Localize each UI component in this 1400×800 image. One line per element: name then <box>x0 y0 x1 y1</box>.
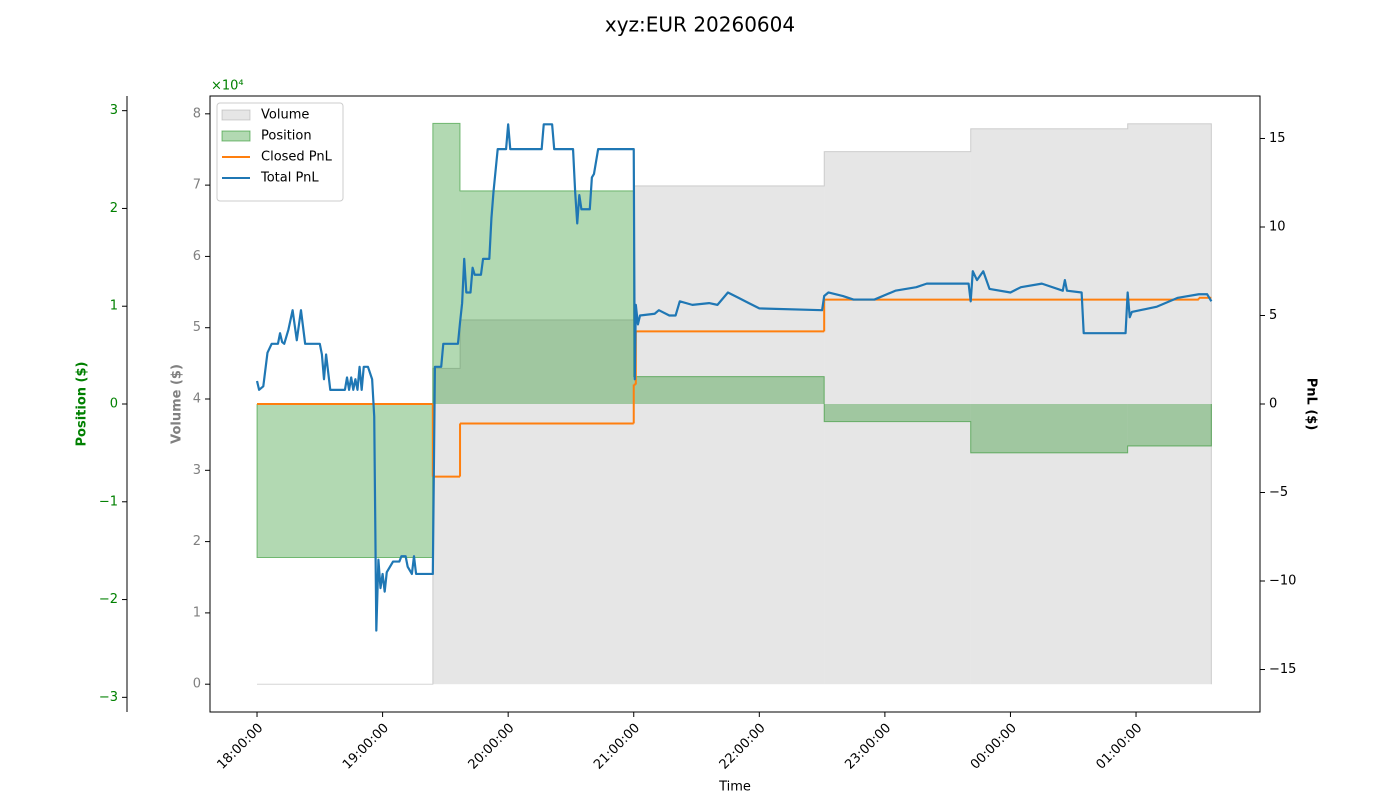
y-tick-label: 0 <box>1269 397 1277 412</box>
area-segment <box>460 319 634 685</box>
x-tick-label: 18:00:00 <box>214 721 266 773</box>
x-tick-label: 19:00:00 <box>340 721 392 773</box>
x-tick-label: 21:00:00 <box>591 721 643 773</box>
y-tick-label: 2 <box>193 534 201 549</box>
area-segment <box>633 376 825 404</box>
legend-label: Total PnL <box>260 171 319 186</box>
y-tick-label: −15 <box>1269 662 1296 677</box>
area-segment <box>824 404 971 422</box>
area-segment <box>1127 123 1212 685</box>
legend-label: Closed PnL <box>261 150 333 165</box>
area-segment <box>460 190 634 404</box>
legend-swatch <box>221 109 251 121</box>
y-tick-label: −10 <box>1269 574 1296 589</box>
area-segment <box>633 185 825 685</box>
x-tick-label: 23:00:00 <box>842 721 894 773</box>
x-tick-label: 01:00:00 <box>1093 721 1145 773</box>
y-tick-label: 6 <box>193 249 201 264</box>
area-segment <box>1127 404 1212 447</box>
y-tick-label: 7 <box>193 178 201 193</box>
y-tick-label: 0 <box>110 397 118 412</box>
y-axis-label: Volume ($) <box>170 364 185 444</box>
area-segment <box>970 404 1128 453</box>
line <box>255 123 1213 632</box>
area-segment <box>824 151 971 685</box>
y-tick-label: 2 <box>110 201 118 216</box>
axis-offset-text: ×10⁴ <box>211 79 244 94</box>
area-segment <box>432 368 461 685</box>
y-tick-label: −2 <box>99 592 118 607</box>
legend-box <box>216 102 344 202</box>
y-tick-label: 3 <box>110 103 118 118</box>
x-tick-label: 00:00:00 <box>968 721 1020 773</box>
y-tick-label: 1 <box>110 299 118 314</box>
x-tick-label: 22:00:00 <box>717 721 769 773</box>
y-axis-label: Position ($) <box>75 362 90 447</box>
y-tick-label: −1 <box>99 494 118 509</box>
y-tick-label: 1 <box>193 605 201 620</box>
y-tick-label: 15 <box>1269 131 1286 146</box>
area-segment <box>432 123 461 404</box>
x-axis-label: Time <box>718 780 751 795</box>
y-tick-label: 5 <box>193 320 201 335</box>
area-segment <box>257 404 433 558</box>
area-edge <box>256 122 1212 559</box>
y-tick-label: −3 <box>99 690 118 705</box>
area-segment <box>970 128 1128 685</box>
x-tick-label: 20:00:00 <box>466 721 518 773</box>
y-tick-label: 3 <box>193 463 201 478</box>
y-tick-label: 5 <box>1269 308 1277 323</box>
y-tick-label: 10 <box>1269 219 1286 234</box>
chart-title: xyz:EUR 20260604 <box>605 13 795 37</box>
y-axis-label: PnL ($) <box>1304 378 1319 431</box>
y-tick-label: −5 <box>1269 485 1288 500</box>
legend-swatch <box>221 130 251 142</box>
y-tick-label: 4 <box>193 392 201 407</box>
legend: Volume Position Closed PnL Total PnL <box>216 102 344 202</box>
legend-label: Position <box>261 129 312 144</box>
legend-label: Volume <box>261 108 309 123</box>
y-tick-label: 8 <box>193 106 201 121</box>
y-tick-label: 0 <box>193 677 201 692</box>
area-edge <box>257 123 1212 685</box>
